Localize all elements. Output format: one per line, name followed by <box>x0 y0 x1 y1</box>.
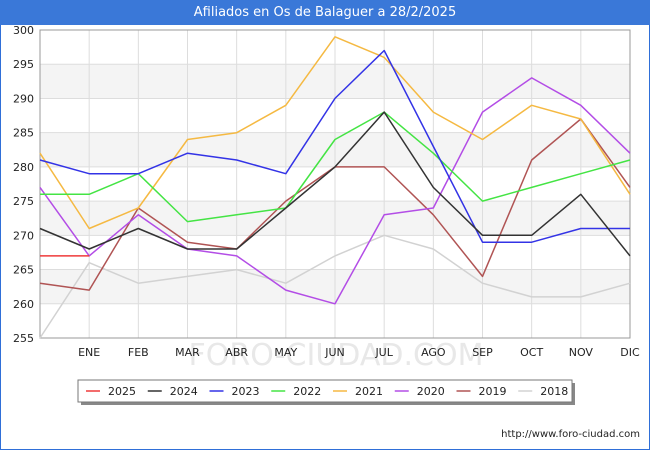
legend: 2025 2024 2023 2022 2021 2020 2019 2018 <box>77 379 575 405</box>
x-tick-label: JUN <box>324 346 345 359</box>
series-line-2023 <box>39 49 630 243</box>
legend-label-2021: 2021 <box>355 385 383 398</box>
legend-label-2022: 2022 <box>293 385 321 398</box>
series-line-2020 <box>39 77 631 305</box>
x-tick-label: SEP <box>472 346 493 359</box>
y-tick-label: 280 <box>13 161 34 174</box>
x-tick-label: MAR <box>175 346 200 359</box>
y-tick-label: 295 <box>13 58 34 71</box>
x-tick-label: ENE <box>78 346 100 359</box>
x-tick-label: AGO <box>421 346 446 359</box>
y-tick-label: 260 <box>13 298 34 311</box>
series-line-2021 <box>39 36 631 230</box>
y-tick-label: 270 <box>13 229 34 242</box>
legend-box <box>77 379 573 403</box>
y-tick-label: 300 <box>13 24 34 37</box>
x-tick-label: FEB <box>128 346 149 359</box>
x-tick-label: JUL <box>374 346 393 359</box>
y-axis-ticks: 255 260 265 270 275 280 285 290 295 300 <box>13 24 34 345</box>
legend-label-2019: 2019 <box>479 385 507 398</box>
legend-label-2024: 2024 <box>170 385 198 398</box>
y-tick-label: 275 <box>13 195 34 208</box>
x-tick-label: OCT <box>520 346 543 359</box>
legend-label-2023: 2023 <box>232 385 260 398</box>
x-axis-ticks: ENE FEB MAR ABR MAY JUN JUL AGO SEP OCT NOV DIC <box>78 346 640 359</box>
legend-label-2025: 2025 <box>108 385 136 398</box>
watermark: FORO-CIUDAD.COM <box>189 338 484 373</box>
x-tick-label: ABR <box>225 346 248 359</box>
y-tick-label: 255 <box>13 332 34 345</box>
series-line-2018 <box>39 234 631 339</box>
x-tick-label: MAY <box>274 346 297 359</box>
y-tick-label: 265 <box>13 264 34 277</box>
x-tick-label: NOV <box>569 346 594 359</box>
x-tick-label: DIC <box>620 346 640 359</box>
y-tick-label: 290 <box>13 92 34 105</box>
series-lines <box>39 36 631 339</box>
y-tick-label: 285 <box>13 127 34 140</box>
plot-border <box>39 29 631 339</box>
series-line-2024 <box>39 111 631 257</box>
legend-label-2018: 2018 <box>540 385 568 398</box>
legend-label-2020: 2020 <box>417 385 445 398</box>
source-url: http://www.foro-ciudad.com <box>501 429 640 440</box>
chart-title: Afiliados en Os de Balaguer a 28/2/2025 <box>0 0 650 25</box>
